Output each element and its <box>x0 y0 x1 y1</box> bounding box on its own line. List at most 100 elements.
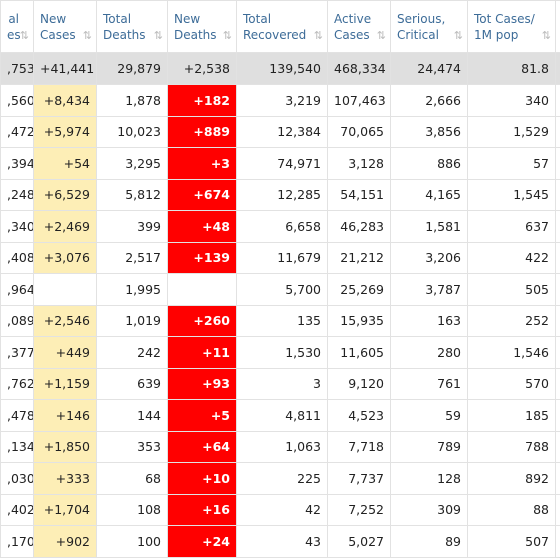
header-text: Recovered <box>243 27 307 42</box>
cell: 6,658 <box>236 210 328 243</box>
cell: +2,546 <box>33 304 97 337</box>
cell: 3,856 <box>390 115 468 148</box>
cell: +48 <box>167 210 237 243</box>
table-row: ,762 +1,159 639 +93 3 9,120 761 570 <box>0 367 560 400</box>
cell: ,030 <box>0 462 34 495</box>
cell: 7,252 <box>327 493 391 526</box>
cell: 12,384 <box>236 115 328 148</box>
cell <box>555 462 560 495</box>
cell: 4,811 <box>236 399 328 432</box>
cell: +5 <box>167 399 237 432</box>
cell: 128 <box>390 462 468 495</box>
cell: 1,581 <box>390 210 468 243</box>
cell: +41,441 <box>33 52 97 85</box>
sort-icon[interactable]: ⇅ <box>82 29 92 42</box>
cell: +902 <box>33 525 97 558</box>
cell: 54,151 <box>327 178 391 211</box>
cell: 1,995 <box>96 273 168 306</box>
cell: 761 <box>390 367 468 400</box>
cell: 789 <box>390 430 468 463</box>
cell: +1,850 <box>33 430 97 463</box>
column-header[interactable]: New Cases ⇅ <box>33 0 97 53</box>
sort-icon[interactable]: ⇅ <box>313 29 323 42</box>
table-row: ,472 +5,974 10,023 +889 12,384 70,065 3,856 1,5… <box>0 115 560 148</box>
cell: +54 <box>33 147 97 180</box>
cell: 639 <box>96 367 168 400</box>
cell: 225 <box>236 462 328 495</box>
cell: 100 <box>96 525 168 558</box>
cell: 5,700 <box>236 273 328 306</box>
sort-icon[interactable]: ⇅ <box>153 29 163 42</box>
cell: 3 <box>236 367 328 400</box>
cell: 2,517 <box>96 241 168 274</box>
column-header[interactable]: Active Cases ⇅ <box>327 0 391 53</box>
cell: +10 <box>167 462 237 495</box>
cell: 4,165 <box>390 178 468 211</box>
cell: +3,076 <box>33 241 97 274</box>
cell <box>555 52 560 85</box>
cell: ,560 <box>0 84 34 117</box>
table-row: ,402 +1,704 108 +16 42 7,252 309 88 <box>0 493 560 526</box>
cell: 3,219 <box>236 84 328 117</box>
sort-icon[interactable]: ⇅ <box>222 29 232 42</box>
cell: 3,128 <box>327 147 391 180</box>
cell: 70,065 <box>327 115 391 148</box>
cell: +139 <box>167 241 237 274</box>
header-text: es <box>7 27 21 42</box>
cell: 3,787 <box>390 273 468 306</box>
column-header[interactable]: New Deaths ⇅ <box>167 0 237 53</box>
header-text: Deaths <box>174 27 217 42</box>
cell: +146 <box>33 399 97 432</box>
cell <box>555 84 560 117</box>
cell: 10,023 <box>96 115 168 148</box>
cell: ,089 <box>0 304 34 337</box>
table-row: ,248 +6,529 5,812 +674 12,285 54,151 4,165 1,54… <box>0 178 560 211</box>
sort-icon[interactable]: ⇅ <box>19 29 29 42</box>
cell: 892 <box>467 462 556 495</box>
cell: ,340 <box>0 210 34 243</box>
cell <box>555 115 560 148</box>
column-header[interactable]: Tot Cases/1M pop ⇅ <box>467 0 556 53</box>
cell: 25,269 <box>327 273 391 306</box>
column-header[interactable]: Total Recovered ⇅ <box>236 0 328 53</box>
cell: +333 <box>33 462 97 495</box>
cell: ,753 <box>0 52 34 85</box>
header-text: Cases <box>40 27 76 42</box>
cell: 886 <box>390 147 468 180</box>
cell: ,402 <box>0 493 34 526</box>
cell: 68 <box>96 462 168 495</box>
cell: 1,529 <box>467 115 556 148</box>
cell <box>555 178 560 211</box>
cell <box>555 210 560 243</box>
cell: 89 <box>390 525 468 558</box>
cell: 505 <box>467 273 556 306</box>
cell <box>555 399 560 432</box>
table-row: ,478 +146 144 +5 4,811 4,523 59 185 <box>0 399 560 432</box>
cell <box>33 273 97 306</box>
cell: 11,605 <box>327 336 391 369</box>
table-row: ,030 +333 68 +10 225 7,737 128 892 <box>0 462 560 495</box>
cell: 88 <box>467 493 556 526</box>
cell: 252 <box>467 304 556 337</box>
sort-icon[interactable]: ⇅ <box>376 29 386 42</box>
cell: 399 <box>96 210 168 243</box>
header-text: Total <box>103 11 132 26</box>
header-text: Critical <box>397 27 439 42</box>
column-header[interactable]: al es ⇅ <box>0 0 34 53</box>
cell: ,478 <box>0 399 34 432</box>
cell: 353 <box>96 430 168 463</box>
cell: 46,283 <box>327 210 391 243</box>
sort-icon[interactable]: ⇅ <box>453 29 463 42</box>
cell: +2,469 <box>33 210 97 243</box>
cell: 1,019 <box>96 304 168 337</box>
column-header[interactable]: Total Deaths ⇅ <box>96 0 168 53</box>
column-header[interactable]: Serious, Critical ⇅ <box>390 0 468 53</box>
column-header[interactable] <box>555 0 560 53</box>
table-row: ,340 +2,469 399 +48 6,658 46,283 1,581 637 <box>0 210 560 243</box>
sort-icon[interactable]: ⇅ <box>541 29 551 42</box>
cell <box>555 304 560 337</box>
cell: 1,878 <box>96 84 168 117</box>
table-row: ,394 +54 3,295 +3 74,971 3,128 886 57 <box>0 147 560 180</box>
